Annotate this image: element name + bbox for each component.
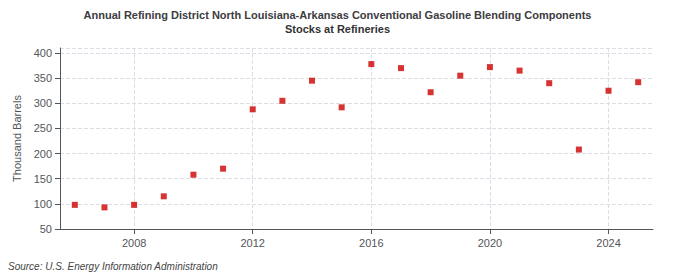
svg-text:400: 400 [34, 47, 52, 59]
svg-text:2020: 2020 [478, 237, 502, 249]
svg-text:150: 150 [34, 173, 52, 185]
svg-text:200: 200 [34, 148, 52, 160]
svg-text:2008: 2008 [122, 237, 146, 249]
svg-text:Thousand Barrels: Thousand Barrels [11, 95, 23, 182]
svg-text:300: 300 [34, 97, 52, 109]
svg-text:2024: 2024 [596, 237, 620, 249]
svg-text:50: 50 [40, 223, 52, 235]
svg-text:250: 250 [34, 122, 52, 134]
svg-text:350: 350 [34, 72, 52, 84]
svg-text:100: 100 [34, 198, 52, 210]
svg-text:Annual Refining District North: Annual Refining District North Louisiana… [84, 9, 592, 21]
svg-text:2012: 2012 [240, 237, 264, 249]
svg-text:2016: 2016 [359, 237, 383, 249]
svg-text:Stocks at Refineries: Stocks at Refineries [285, 23, 390, 35]
svg-text:Source: U.S. Energy Informatio: Source: U.S. Energy Information Administ… [8, 261, 218, 272]
